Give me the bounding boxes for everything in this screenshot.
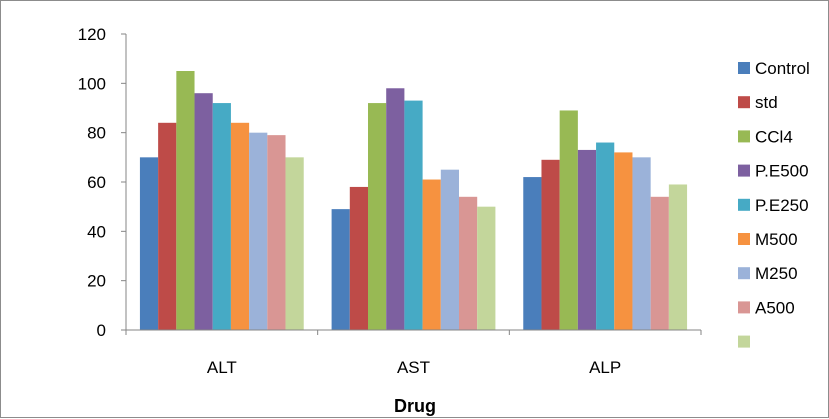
bar-std-alt [158,122,177,330]
legend-swatch [738,267,750,280]
legend-label: Control [755,59,810,78]
bar-a500-ast [459,196,478,330]
bar-series-9-alt [285,157,304,330]
y-tick-label: 20 [87,272,106,291]
y-tick-label: 120 [78,25,106,44]
x-axis-title: Drug [394,396,436,416]
x-axis: ALT AST ALP [125,329,702,377]
bar-m500-ast [422,179,441,330]
bar-ccl4-ast [368,103,387,330]
bar-m250-alt [249,132,268,330]
bar-p-e250-ast [404,100,423,330]
legend: Control std CCl4 P.E500 P.E250 M500 M250 A500 [738,59,810,348]
x-category-label: AST [397,358,430,377]
bar-std-ast [349,186,368,330]
bar-a500-alp [650,196,669,330]
legend-swatch [738,335,750,348]
bar-std-alp [541,159,560,330]
legend-label: CCl4 [755,127,793,146]
legend-label: M250 [755,264,798,283]
x-category-label: ALP [589,358,621,377]
legend-swatch [738,62,750,74]
bar-series-9-ast [477,206,496,330]
legend-swatch [738,301,750,314]
bar-m250-alp [632,157,651,330]
legend-label: std [755,93,778,112]
bar-p-e500-ast [386,88,405,331]
bar-a500-alt [267,135,286,330]
bar-m500-alp [614,152,633,330]
y-tick-label: 100 [78,74,106,93]
legend-swatch [738,164,750,177]
bar-p-e250-alt [212,103,231,330]
y-tick-label: 60 [87,173,106,192]
y-tick-label: 0 [97,321,106,340]
bar-p-e250-alp [596,142,615,330]
bar-m250-ast [440,169,459,330]
y-tick-label: 40 [87,222,106,241]
legend-label: M500 [755,230,798,249]
y-axis: 0 20 40 60 80 100 120 [78,25,127,340]
y-tick-label: 80 [87,124,106,143]
bar-control-ast [331,209,350,330]
bar-ccl4-alt [176,71,195,330]
bar-ccl4-alp [559,110,578,330]
bar-series-9-alp [668,184,688,330]
bar-p-e500-alp [577,149,597,330]
x-category-label: ALT [207,358,237,377]
bar-p-e500-alt [194,93,213,330]
bar-control-alp [523,177,542,330]
legend-label: P.E500 [755,162,809,181]
legend-label: P.E250 [755,196,809,215]
legend-swatch [738,130,750,143]
legend-swatch [738,198,750,211]
bar-m500-alt [230,122,250,330]
bars [139,71,688,331]
legend-swatch [738,96,750,109]
legend-swatch [738,233,750,245]
bar-control-alt [139,157,159,330]
legend-label: A500 [755,298,795,317]
